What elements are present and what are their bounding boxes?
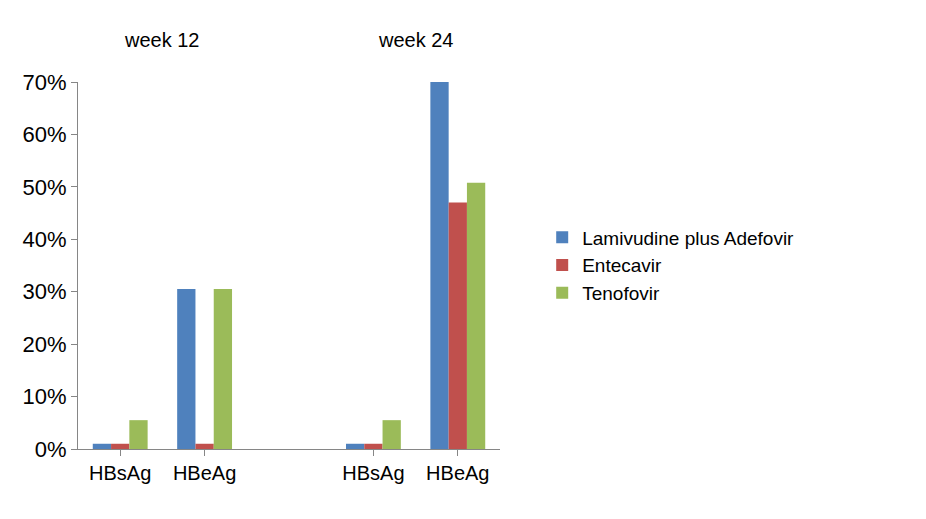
svg-text:10%: 10% <box>23 384 67 409</box>
svg-text:30%: 30% <box>23 279 67 304</box>
svg-text:HBeAg: HBeAg <box>426 462 489 484</box>
svg-text:Tenofovir: Tenofovir <box>582 283 660 304</box>
svg-text:HBeAg: HBeAg <box>173 462 236 484</box>
svg-text:Lamivudine plus Adefovir: Lamivudine plus Adefovir <box>582 228 794 249</box>
svg-text:Entecavir: Entecavir <box>582 255 662 276</box>
svg-text:HBsAg: HBsAg <box>89 462 151 484</box>
svg-text:60%: 60% <box>23 122 67 147</box>
svg-text:70%: 70% <box>23 70 67 95</box>
svg-text:week 12: week 12 <box>124 29 200 51</box>
svg-text:40%: 40% <box>23 227 67 252</box>
svg-text:HBsAg: HBsAg <box>342 462 404 484</box>
svg-text:20%: 20% <box>23 332 67 357</box>
svg-text:week 24: week 24 <box>378 29 454 51</box>
svg-text:0%: 0% <box>35 437 67 462</box>
svg-text:50%: 50% <box>23 175 67 200</box>
